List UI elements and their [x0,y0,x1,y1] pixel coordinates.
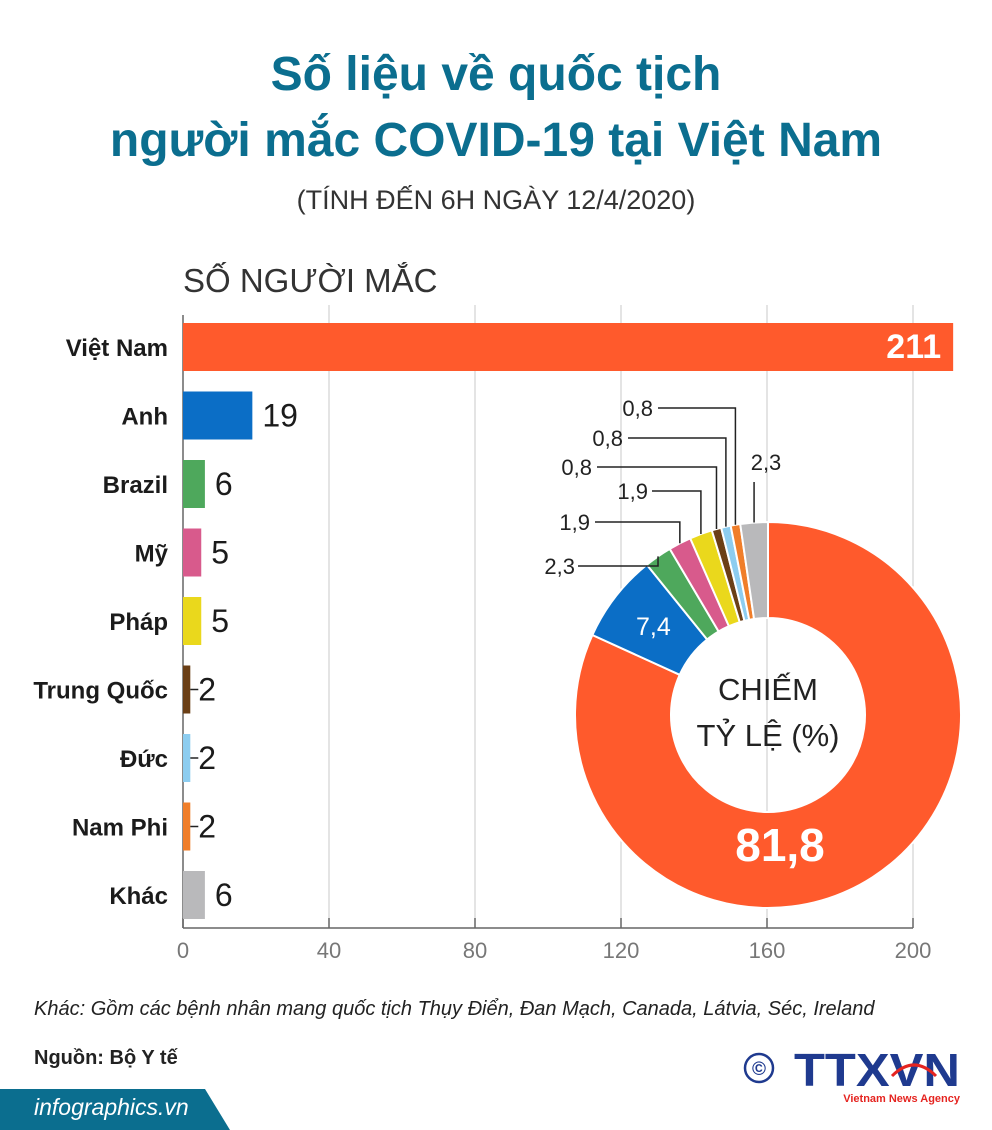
category-label: Trung Quốc [33,678,168,705]
callout-label: 0,8 [622,396,653,421]
callout-label: 2,3 [544,554,575,579]
donut-slice-8 [739,520,769,621]
bar-3 [183,528,202,577]
bar-chart-bars: Việt Nam 211 Anh 19 Brazil 6 Mỹ 5 Pháp 5 Trung Quố… [33,323,954,919]
value-label: 2 [198,740,216,776]
website-link[interactable]: infographics.vn [34,1094,189,1120]
category-label: Đức [120,746,168,773]
category-label: Brazil [103,472,168,499]
category-label: Việt Nam [66,335,168,362]
category-label: Anh [121,404,168,431]
value-label: 6 [215,466,233,502]
bar-8 [183,871,205,919]
callout-label: 0,8 [561,455,592,480]
bar-2 [183,460,205,508]
logo-wordmark: TTXVN [794,1046,960,1096]
logo-subtext: Vietnam News Agency [843,1093,961,1105]
value-label: 6 [215,877,233,913]
x-tick-label: 160 [749,938,786,963]
bar-5 [183,665,191,714]
callout-label: 0,8 [592,426,623,451]
donut-center-label-line1: CHIẾM [718,672,818,707]
page-title-line2: người mắc COVID-19 tại Việt Nam [109,114,883,167]
category-label: Khác [109,883,168,910]
value-label: 5 [211,603,229,639]
value-label: 2 [198,672,216,708]
bar-1 [183,391,253,440]
category-label: Nam Phi [72,815,168,842]
value-label: 2 [198,809,216,845]
value-label: 19 [262,398,298,434]
callout-leader [578,556,659,567]
donut-center-label-line2: TỶ LỆ (%) [697,718,840,753]
callout-leader [628,437,727,527]
slice-value-label: 7,4 [636,613,671,641]
callout-leader [597,466,718,530]
callout-label: 1,9 [617,479,648,504]
callout-leader [652,490,702,535]
chart-canvas: 0 40 80 120 160 200 Việt Nam 211 Anh 19 Brazil 6 Mỹ… [33,305,962,963]
bar-0 [183,323,954,371]
website-banner [0,1089,230,1130]
bar-chart-title: SỐ NGƯỜI MẮC [183,262,438,299]
callout-leader [595,521,681,544]
callout-label: 2,3 [751,450,782,475]
bar-6 [183,734,191,782]
bar-4 [183,597,202,645]
copyright-icon [743,1052,775,1084]
callout-label: 1,9 [559,510,590,535]
page-subtitle: (TÍNH ĐẾN 6H NGÀY 12/4/2020) [296,185,696,215]
slice-value-label: 81,8 [735,819,825,871]
bar-7 [183,802,191,851]
x-tick-label: 120 [603,938,640,963]
donut-slice-0 [574,520,962,909]
page-title-line1: Số liệu về quốc tịch [270,48,722,101]
copyright-mark: © [752,1059,766,1080]
x-tick-label: 200 [895,938,932,963]
footnote-other: Khác: Gồm các bệnh nhân mang quốc tịch T… [34,998,875,1020]
ttxvn-logo: © TTXVN Vietnam News Agency [743,1046,961,1105]
value-label: 5 [211,535,229,571]
value-label: 211 [886,328,941,366]
x-tick-label: 0 [177,938,189,963]
logo-swoosh-icon [890,1063,938,1078]
category-label: Mỹ [135,541,169,568]
x-tick-label: 40 [317,938,341,963]
category-label: Pháp [109,609,168,636]
x-tick-label: 80 [463,938,487,963]
source-note: Nguồn: Bộ Y tế [34,1047,178,1069]
callout-leader [658,407,737,525]
